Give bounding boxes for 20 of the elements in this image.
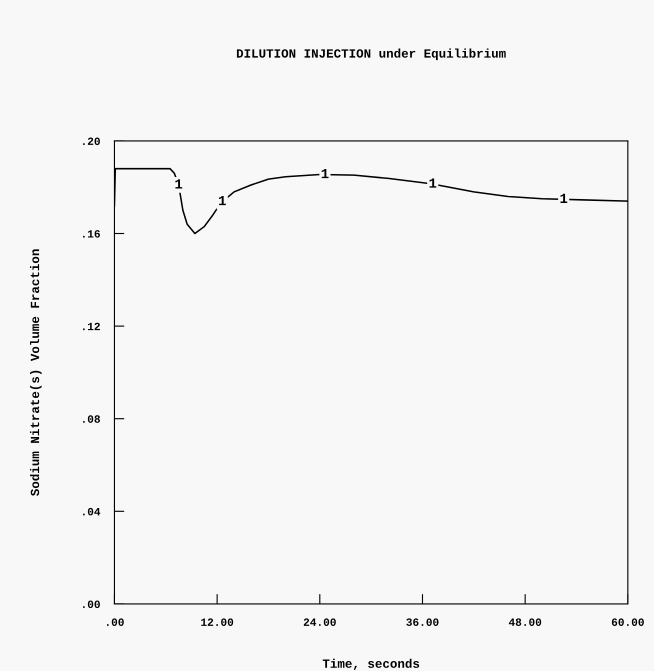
text: 1	[430, 178, 436, 188]
x-tick-label: 60.00	[612, 618, 644, 626]
y-tick-label: .12	[83, 322, 100, 330]
x-tick-label: 12.00	[201, 618, 234, 626]
x-tick-label: 48.00	[508, 618, 542, 626]
text: 1	[322, 169, 329, 178]
y-tick-label: .00	[83, 600, 100, 608]
y-tick-label: .20	[83, 138, 100, 146]
y-tick-label: .04	[83, 508, 100, 516]
x-tick-label: 24.00	[304, 618, 336, 626]
series-label: 1	[219, 196, 226, 206]
y-tick-label: .16	[83, 230, 100, 238]
y-axis-title: Sodium Nitrate(s) Volume Fraction	[30, 249, 42, 496]
text: 1	[560, 194, 568, 203]
x-tick-label: 36.00	[406, 618, 439, 626]
x-tick-label: .00	[107, 618, 124, 626]
chart-title: DILUTION INJECTION under Equilibrium	[236, 48, 506, 60]
y-tick-label: .08	[83, 415, 100, 423]
text: 1	[175, 179, 182, 188]
x-axis-title: Time, seconds	[322, 658, 420, 670]
